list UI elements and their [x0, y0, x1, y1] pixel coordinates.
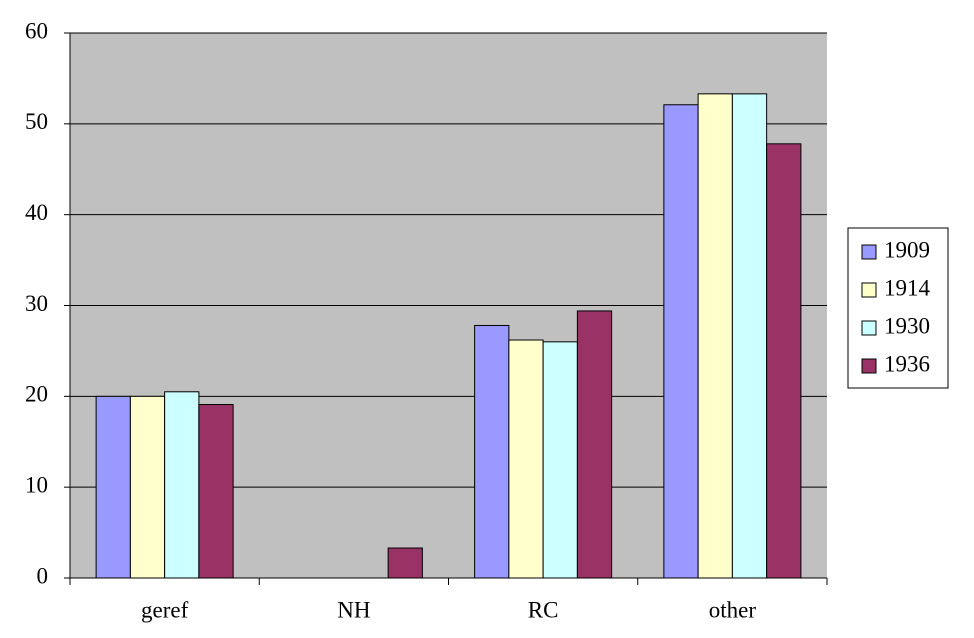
y-tick-label: 10	[25, 472, 48, 497]
legend-label: 1930	[884, 313, 930, 338]
y-tick-label: 50	[25, 109, 48, 134]
legend-swatch	[861, 358, 877, 374]
legend-swatch	[861, 320, 877, 336]
bar	[508, 339, 544, 579]
x-tick-label: RC	[528, 597, 559, 622]
legend-swatch	[861, 244, 877, 260]
y-tick-label: 20	[25, 382, 48, 407]
x-tick-label: other	[709, 597, 757, 622]
bar	[95, 395, 131, 579]
legend-swatch	[861, 282, 877, 298]
bar	[474, 324, 510, 579]
bar	[731, 93, 768, 579]
bar	[542, 341, 578, 579]
legend-label: 1936	[884, 351, 930, 376]
bar	[387, 547, 423, 579]
y-tick-label: 0	[37, 563, 49, 588]
legend-label: 1914	[884, 275, 931, 300]
bar	[164, 391, 200, 579]
x-tick-label: geref	[141, 597, 189, 622]
bar	[198, 404, 234, 579]
bar	[663, 104, 699, 579]
x-tick-label: NH	[337, 597, 370, 622]
bar	[129, 395, 166, 579]
bar	[766, 143, 802, 579]
y-tick-label: 30	[25, 291, 48, 316]
y-tick-label: 40	[25, 200, 48, 225]
bar	[697, 93, 733, 579]
y-tick-label: 60	[25, 18, 48, 43]
bar	[576, 310, 613, 579]
legend-label: 1909	[884, 237, 930, 262]
